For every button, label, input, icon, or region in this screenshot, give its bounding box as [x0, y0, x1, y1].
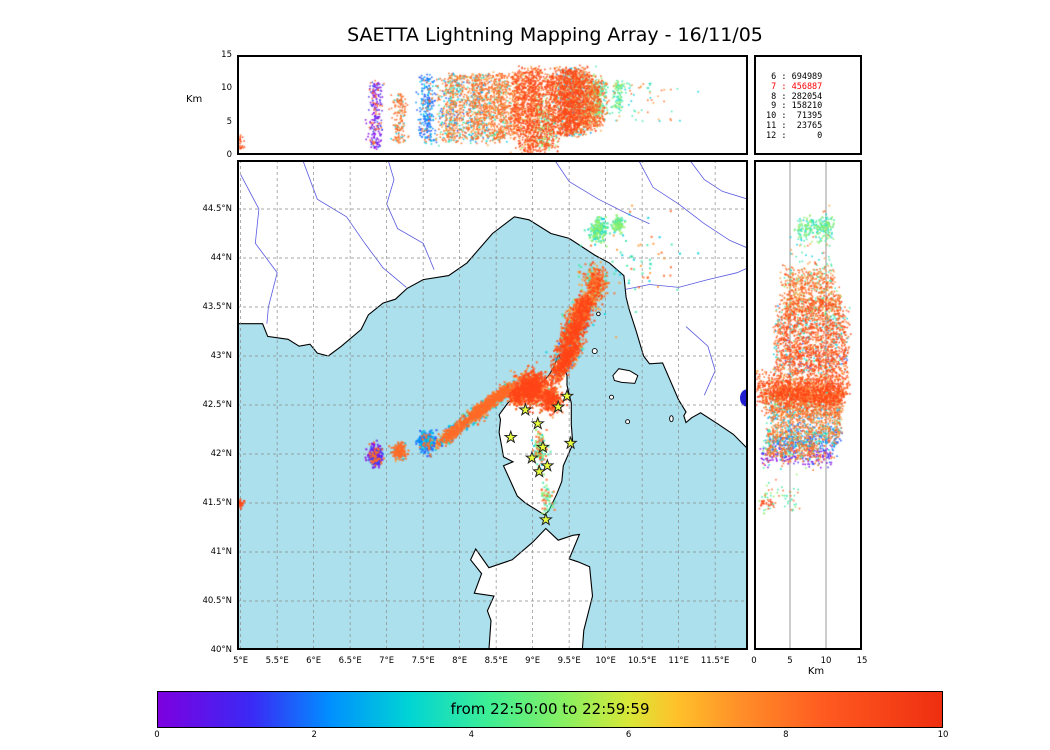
colorbar-tick-label: 4: [468, 730, 475, 740]
lma-station-star: [524, 450, 540, 465]
lat-tick-label: 40.5°N: [202, 596, 232, 606]
station-count-row: 7 : 456887: [766, 81, 823, 92]
station-count-row: 11 : 23765: [766, 120, 823, 131]
lon-tick-label: 7°E: [379, 656, 395, 666]
alt-tick-label-right: 15: [856, 656, 868, 666]
alt-tick-label-right: 10: [820, 656, 832, 666]
lat-tick-label: 41.5°N: [202, 498, 232, 508]
lat-tick-label: 40°N: [210, 645, 232, 655]
alt-tick-label-top: 15: [221, 50, 232, 60]
alt-tick-label-top: 0: [226, 150, 232, 160]
station-stats-lines: 6 : 694989 7 : 456887 8 : 282054 9 : 158…: [766, 72, 823, 142]
map-panel: [237, 160, 748, 650]
lon-tick-label: 6.5°E: [338, 656, 362, 666]
station-count-row: 6 : 694989: [766, 72, 823, 82]
lat-tick-label: 41°N: [210, 547, 232, 557]
chart-title: SAETTA Lightning Mapping Array - 16/11/0…: [347, 24, 763, 46]
lon-tick-label: 8.5°E: [484, 656, 508, 666]
lma-station-star: [559, 388, 575, 403]
station-count-row: 10 : 71395: [766, 111, 823, 122]
alt-tick-label-top: 5: [226, 116, 232, 127]
map-scatter-canvas: [237, 160, 748, 650]
lon-tick-label: 11.5°E: [700, 656, 730, 666]
alt-axis-label-right: Km: [807, 666, 825, 677]
lon-tick-label: 10.5°E: [627, 656, 657, 666]
colorbar-tick-label: 10: [937, 730, 949, 740]
colorbar-tick-label: 6: [625, 730, 632, 740]
station-markers-layer: [503, 388, 578, 526]
lat-tick-label: 42°N: [210, 449, 232, 459]
lma-station-star: [563, 435, 578, 450]
lma-station-star: [535, 439, 551, 454]
lma-station-star: [538, 512, 553, 526]
colorbar-tick-label: 8: [783, 730, 789, 740]
lma-station-star: [530, 416, 545, 430]
lon-tick-label: 11°E: [668, 656, 689, 666]
station-count-row: 8 : 282054: [766, 91, 823, 102]
station-stats-panel: 6 : 694989 7 : 456887 8 : 282054 9 : 158…: [754, 55, 862, 155]
colorbar-tick-label: 2: [311, 730, 317, 740]
time-colorbar: from 22:50:00 to 22:59:59: [157, 691, 943, 728]
lon-tick-label: 8°E: [452, 656, 468, 666]
lon-tick-label: 9°E: [525, 656, 541, 666]
alt-tick-label-right: 0: [751, 656, 757, 666]
alt-lat-scatter-canvas: [754, 160, 862, 650]
alt-lon-scatter-canvas: [237, 55, 748, 155]
lon-tick-label: 6°E: [306, 656, 322, 666]
lma-station-star: [518, 402, 533, 417]
lon-tick-label: 7.5°E: [411, 656, 435, 666]
lat-tick-label: 44.5°N: [202, 204, 232, 214]
station-count-row: 12 : 0: [766, 130, 823, 141]
station-count-row: 9 : 158210: [766, 101, 823, 112]
lma-station-star: [540, 458, 555, 472]
alt-lon-panel: [237, 55, 748, 155]
lma-station-star: [551, 399, 566, 414]
lat-tick-label: 43.5°N: [202, 302, 232, 312]
colorbar-label: from 22:50:00 to 22:59:59: [450, 700, 650, 718]
lma-station-star: [532, 464, 547, 478]
alt-tick-label-right: 5: [787, 656, 793, 666]
lma-station-star: [503, 429, 518, 444]
lat-tick-label: 43°N: [210, 351, 232, 361]
lat-tick-label: 44°N: [210, 253, 232, 263]
alt-lat-panel: [754, 160, 862, 650]
lon-tick-label: 9.5°E: [557, 656, 581, 666]
alt-axis-label-top: Km: [186, 94, 203, 105]
lon-tick-label: 5.5°E: [265, 656, 289, 666]
lat-tick-label: 42.5°N: [202, 400, 232, 410]
lon-tick-label: 5°E: [233, 656, 249, 666]
alt-tick-label-top: 10: [221, 83, 232, 94]
lon-tick-label: 10°E: [595, 656, 616, 666]
colorbar-tick-label: 0: [154, 730, 160, 740]
